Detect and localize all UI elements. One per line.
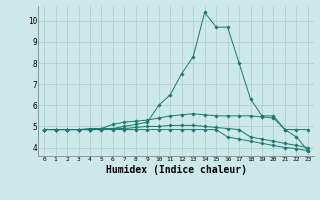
X-axis label: Humidex (Indice chaleur): Humidex (Indice chaleur) [106, 165, 246, 175]
